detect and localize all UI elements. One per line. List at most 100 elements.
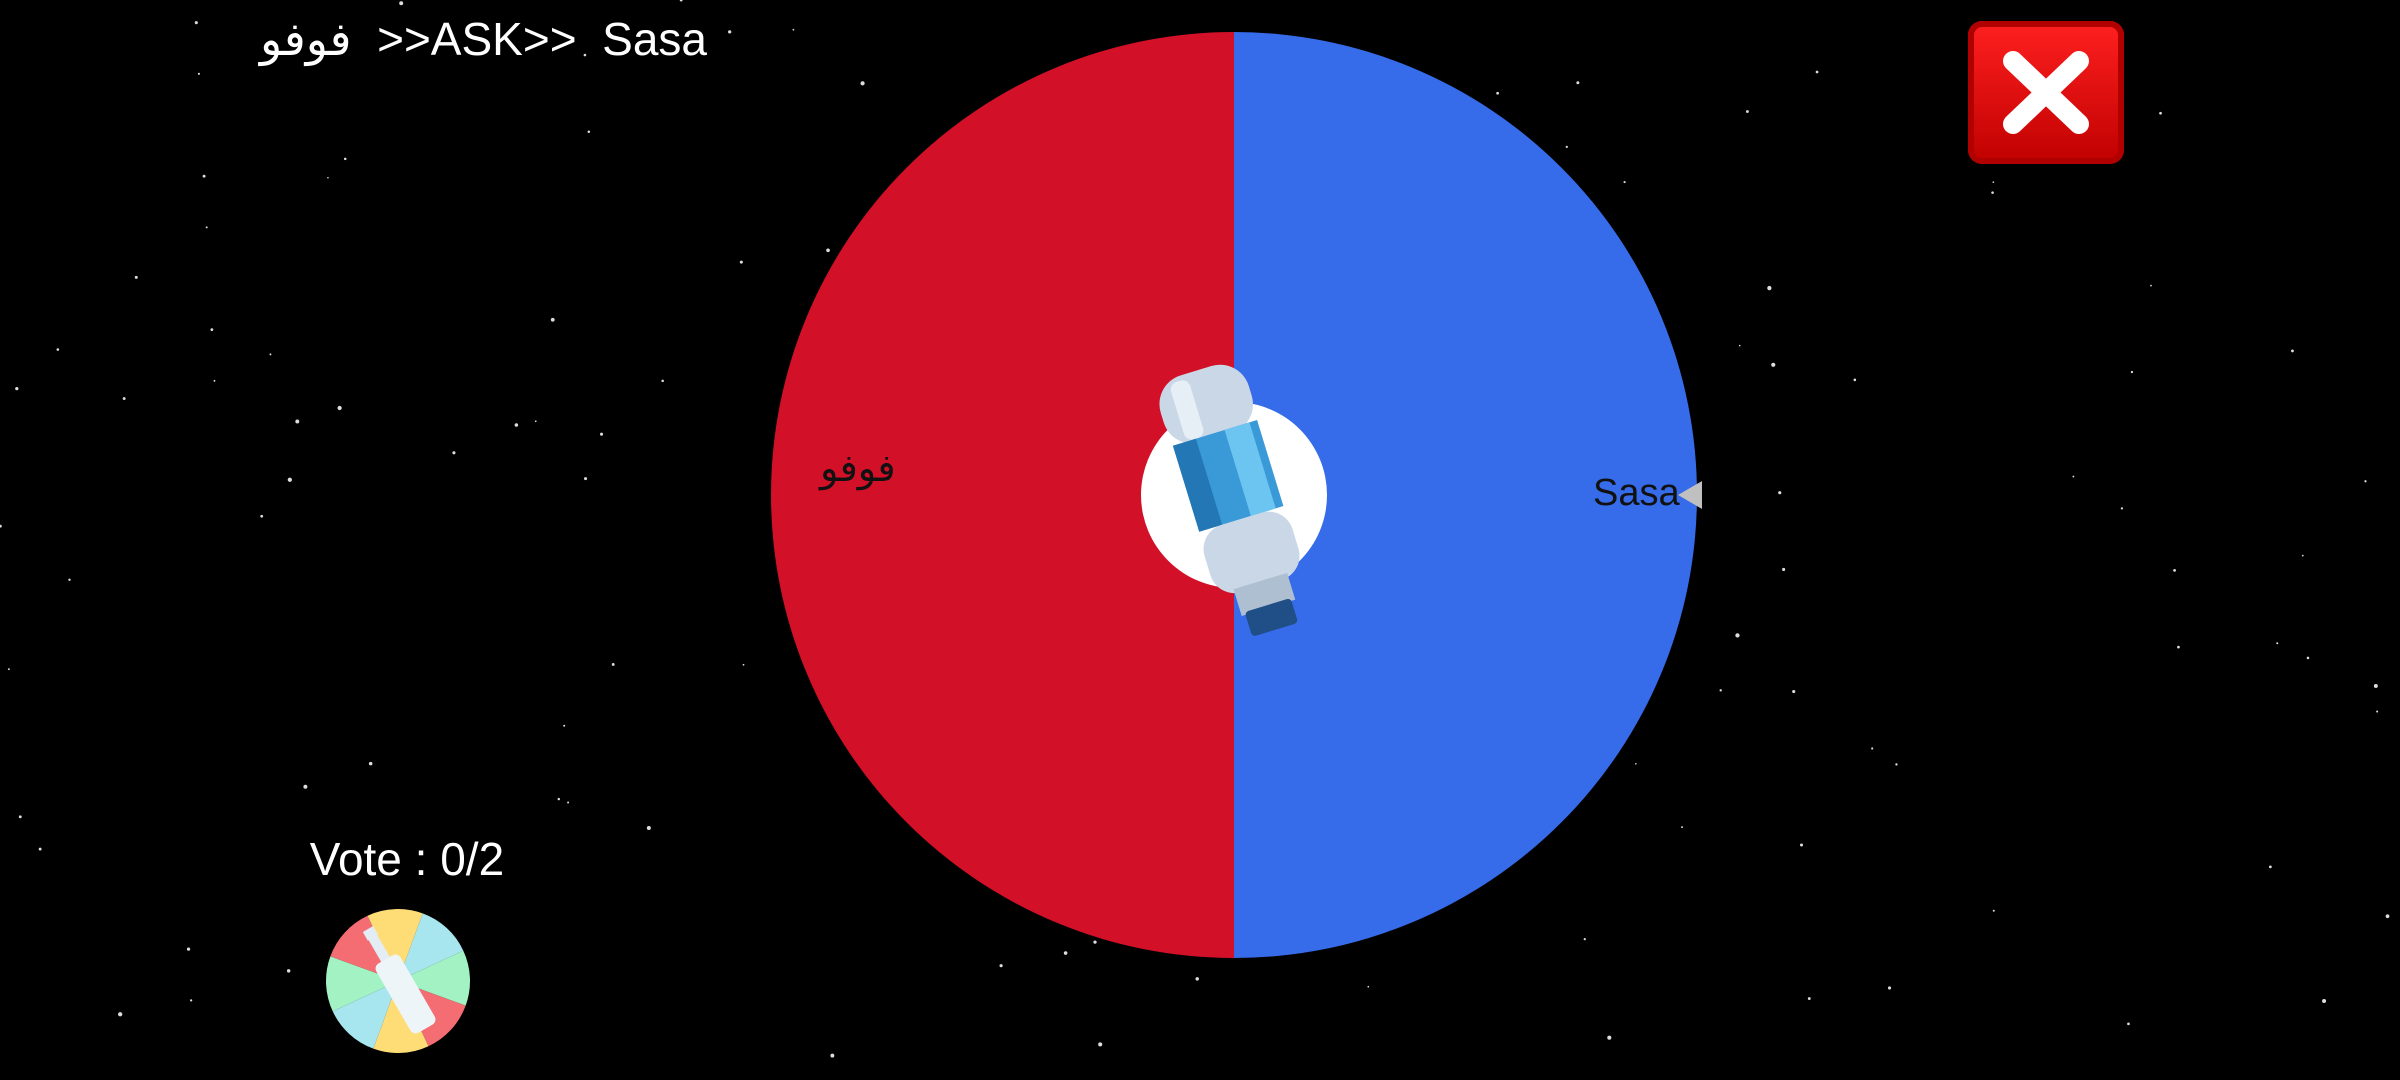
star xyxy=(587,130,591,134)
wheel-segment-left xyxy=(771,32,1234,958)
star xyxy=(343,157,347,161)
mini-wheel-segment xyxy=(332,981,398,1049)
star xyxy=(739,260,743,264)
star xyxy=(1367,985,1370,988)
star xyxy=(1853,378,1857,382)
star xyxy=(68,578,71,581)
water-bottle-icon[interactable] xyxy=(1152,357,1319,643)
star xyxy=(2173,568,2176,572)
star xyxy=(584,477,588,481)
star xyxy=(7,668,10,671)
close-button[interactable] xyxy=(1968,21,2124,164)
star xyxy=(38,847,42,851)
star xyxy=(728,30,732,34)
wheel-segment-right xyxy=(1234,32,1697,958)
spin-the-bottle-button[interactable] xyxy=(324,907,472,1055)
star xyxy=(1767,285,1772,291)
star xyxy=(1635,762,1637,765)
star xyxy=(567,801,570,804)
pointer-icon xyxy=(1678,481,1702,509)
star xyxy=(2373,684,2378,688)
star xyxy=(1895,763,1898,766)
star xyxy=(2268,865,2272,869)
star xyxy=(197,72,200,75)
star xyxy=(205,226,208,229)
star xyxy=(189,999,193,1002)
star xyxy=(1623,180,1626,184)
segment-label-left: فوفو xyxy=(820,448,896,490)
star xyxy=(1807,997,1811,1000)
star xyxy=(1871,747,1874,750)
star xyxy=(2072,475,2075,478)
star xyxy=(210,328,214,332)
star xyxy=(1719,689,1722,692)
star xyxy=(1778,491,1782,495)
star xyxy=(583,53,587,57)
star xyxy=(2276,642,2279,645)
star xyxy=(1792,689,1796,694)
star xyxy=(194,21,198,25)
star xyxy=(534,420,537,423)
star xyxy=(2127,1022,2130,1026)
star xyxy=(452,451,456,455)
star xyxy=(337,405,342,411)
question-title: فوفو >>ASK>> Sasa xyxy=(260,13,707,65)
star xyxy=(1745,110,1749,113)
star xyxy=(118,1012,123,1017)
star xyxy=(1992,909,1995,912)
star xyxy=(1887,986,1892,990)
star xyxy=(742,663,745,666)
star xyxy=(1991,191,1994,194)
star xyxy=(1815,70,1819,74)
mini-wheel-segment xyxy=(326,956,398,1012)
vote-count: Vote : 0/2 xyxy=(309,833,505,885)
star xyxy=(1992,181,1995,184)
star xyxy=(269,353,272,356)
star xyxy=(287,477,292,482)
mini-wheel-segment xyxy=(398,950,470,1006)
star xyxy=(999,964,1003,968)
segment-label-right: Sasa xyxy=(1593,472,1680,514)
star xyxy=(2130,370,2134,374)
star xyxy=(1496,91,1499,95)
star xyxy=(1576,81,1580,85)
star xyxy=(1607,1035,1612,1040)
star xyxy=(1093,940,1097,944)
star xyxy=(2301,554,2304,557)
star xyxy=(15,386,19,391)
star xyxy=(2385,914,2390,919)
star xyxy=(2291,349,2294,353)
star xyxy=(368,761,373,766)
star xyxy=(2150,284,2152,287)
star xyxy=(2322,998,2327,1004)
star xyxy=(213,379,216,382)
star xyxy=(557,797,561,801)
star xyxy=(202,174,206,178)
star xyxy=(1738,344,1741,347)
star xyxy=(2177,645,2180,649)
star xyxy=(18,815,22,819)
mini-wheel-segment xyxy=(373,981,429,1053)
star xyxy=(792,28,795,31)
star xyxy=(286,969,291,973)
star xyxy=(1195,977,1199,981)
star xyxy=(1681,826,1683,829)
close-x-icon xyxy=(2003,51,2089,134)
star xyxy=(122,397,126,400)
star xyxy=(860,81,865,86)
star xyxy=(327,176,329,179)
star xyxy=(56,348,60,351)
star xyxy=(1063,951,1068,955)
star xyxy=(2306,656,2310,660)
star xyxy=(295,419,300,424)
bottle-icon xyxy=(362,926,436,1034)
star xyxy=(1098,1042,1103,1047)
star xyxy=(2120,507,2124,510)
star xyxy=(2364,480,2367,483)
star xyxy=(514,423,519,427)
star xyxy=(134,275,138,279)
star xyxy=(1565,145,1568,149)
star xyxy=(826,248,830,253)
star xyxy=(646,825,651,830)
